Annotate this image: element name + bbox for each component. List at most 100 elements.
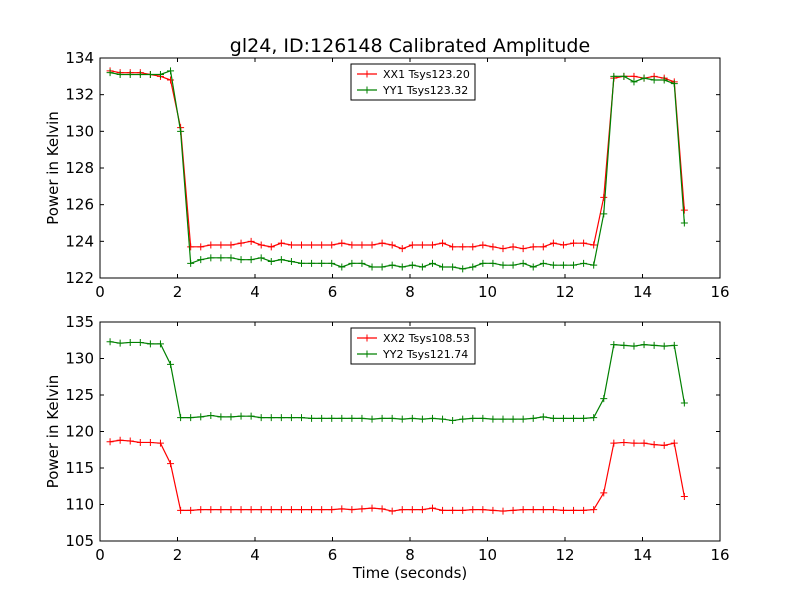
data-point-marker	[328, 241, 336, 249]
data-point-marker	[499, 415, 507, 423]
data-point-marker	[167, 67, 175, 75]
data-point-marker	[459, 243, 467, 251]
data-point-marker	[227, 241, 235, 249]
legend-marker	[363, 70, 371, 78]
data-point-marker	[519, 259, 527, 267]
data-point-marker	[247, 412, 255, 420]
data-point-marker	[519, 415, 527, 423]
x-tick-label: 4	[250, 546, 260, 564]
data-point-marker	[580, 239, 588, 247]
data-point-marker	[519, 506, 527, 514]
data-point-marker	[207, 411, 215, 419]
data-point-marker	[449, 263, 457, 271]
data-point-marker	[126, 338, 134, 346]
legend-box	[350, 327, 476, 365]
y-axis-label: Power in Kelvin	[44, 375, 62, 489]
data-point-marker	[217, 254, 225, 262]
data-point-marker	[197, 506, 205, 514]
data-point-marker	[459, 265, 467, 273]
data-point-marker	[136, 438, 144, 446]
data-point-marker	[368, 504, 376, 512]
data-point-marker	[479, 241, 487, 249]
data-point-marker	[428, 259, 436, 267]
y-axis-label: Power in Kelvin	[44, 111, 62, 225]
data-point-marker	[287, 414, 295, 422]
data-point-marker	[267, 414, 275, 422]
data-point-marker	[539, 259, 547, 267]
data-point-marker	[388, 507, 396, 515]
data-point-marker	[439, 506, 447, 514]
data-point-marker	[257, 241, 265, 249]
x-tick-label: 16	[710, 546, 729, 564]
data-point-marker	[559, 261, 567, 269]
data-point-marker	[580, 414, 588, 422]
data-point-marker	[630, 342, 638, 350]
data-point-marker	[287, 258, 295, 265]
data-point-marker	[328, 506, 336, 514]
data-point-marker	[479, 259, 487, 267]
data-point-marker	[167, 460, 175, 468]
data-point-marker	[267, 506, 275, 514]
data-point-marker	[570, 261, 578, 269]
data-point-marker	[146, 71, 154, 78]
y-tick-label: 125	[65, 386, 94, 404]
data-point-marker	[177, 127, 185, 135]
data-point-marker	[247, 256, 255, 264]
x-tick-label: 2	[173, 546, 183, 564]
data-point-marker	[227, 506, 235, 514]
x-tick-label: 2	[173, 283, 183, 301]
x-tick-label: 6	[328, 546, 338, 564]
data-point-marker	[570, 414, 578, 422]
data-point-marker	[197, 243, 205, 251]
data-point-marker	[408, 261, 416, 269]
data-point-marker	[600, 193, 608, 201]
data-point-marker	[539, 243, 547, 251]
data-point-marker	[378, 239, 386, 247]
data-point-marker	[328, 414, 336, 422]
data-point-marker	[680, 206, 688, 214]
data-point-marker	[459, 506, 467, 514]
data-point-marker	[539, 506, 547, 514]
data-point-marker	[318, 506, 326, 514]
data-point-marker	[640, 439, 648, 447]
data-point-marker	[469, 414, 477, 422]
data-point-marker	[549, 506, 557, 514]
data-point-marker	[549, 414, 557, 422]
y-tick-label: 126	[65, 196, 94, 214]
data-point-marker	[469, 263, 477, 271]
data-point-marker	[680, 492, 688, 500]
data-point-marker	[277, 414, 285, 422]
data-point-marker	[650, 341, 658, 349]
data-point-marker	[348, 506, 356, 514]
data-point-marker	[479, 414, 487, 422]
y-tick-label: 105	[65, 532, 94, 550]
data-point-marker	[187, 259, 195, 267]
data-point-marker	[227, 413, 235, 421]
data-point-marker	[610, 72, 618, 80]
legend-marker	[363, 334, 371, 342]
data-point-marker	[640, 74, 648, 82]
data-point-marker	[116, 436, 124, 444]
data-point-marker	[106, 338, 114, 346]
data-point-marker	[509, 415, 517, 423]
y-tick-label: 132	[65, 86, 94, 104]
data-point-marker	[549, 239, 557, 247]
data-point-marker	[600, 210, 608, 218]
data-point-marker	[439, 239, 447, 247]
data-point-marker	[136, 338, 144, 346]
data-point-marker	[489, 243, 497, 251]
series-line	[109, 70, 685, 250]
data-point-marker	[146, 340, 154, 348]
data-point-marker	[338, 263, 346, 271]
data-point-marker	[529, 263, 537, 271]
data-point-marker	[348, 259, 356, 267]
data-point-marker	[469, 243, 477, 251]
x-tick-label: 0	[95, 283, 105, 301]
data-point-marker	[670, 439, 678, 447]
data-point-marker	[640, 341, 648, 349]
data-point-marker	[378, 263, 386, 271]
legend-label: YY1 Tsys123.32	[382, 84, 468, 97]
data-point-marker	[237, 256, 245, 264]
data-point-marker	[156, 439, 164, 447]
data-point-marker	[187, 506, 195, 514]
